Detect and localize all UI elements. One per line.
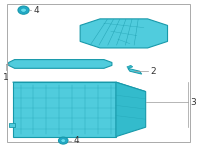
Text: 2: 2 [151, 67, 156, 76]
Circle shape [18, 6, 29, 14]
Polygon shape [9, 60, 112, 68]
Polygon shape [80, 19, 168, 48]
Polygon shape [128, 68, 142, 74]
Polygon shape [13, 82, 146, 92]
Circle shape [58, 137, 68, 144]
Polygon shape [13, 82, 116, 137]
Circle shape [21, 8, 26, 12]
Polygon shape [9, 123, 15, 127]
Text: 4: 4 [33, 6, 39, 15]
Text: 4: 4 [73, 136, 79, 145]
Circle shape [61, 139, 66, 142]
Text: 1: 1 [3, 73, 9, 82]
Text: 3: 3 [190, 98, 196, 107]
Polygon shape [116, 82, 146, 137]
Polygon shape [127, 65, 133, 68]
